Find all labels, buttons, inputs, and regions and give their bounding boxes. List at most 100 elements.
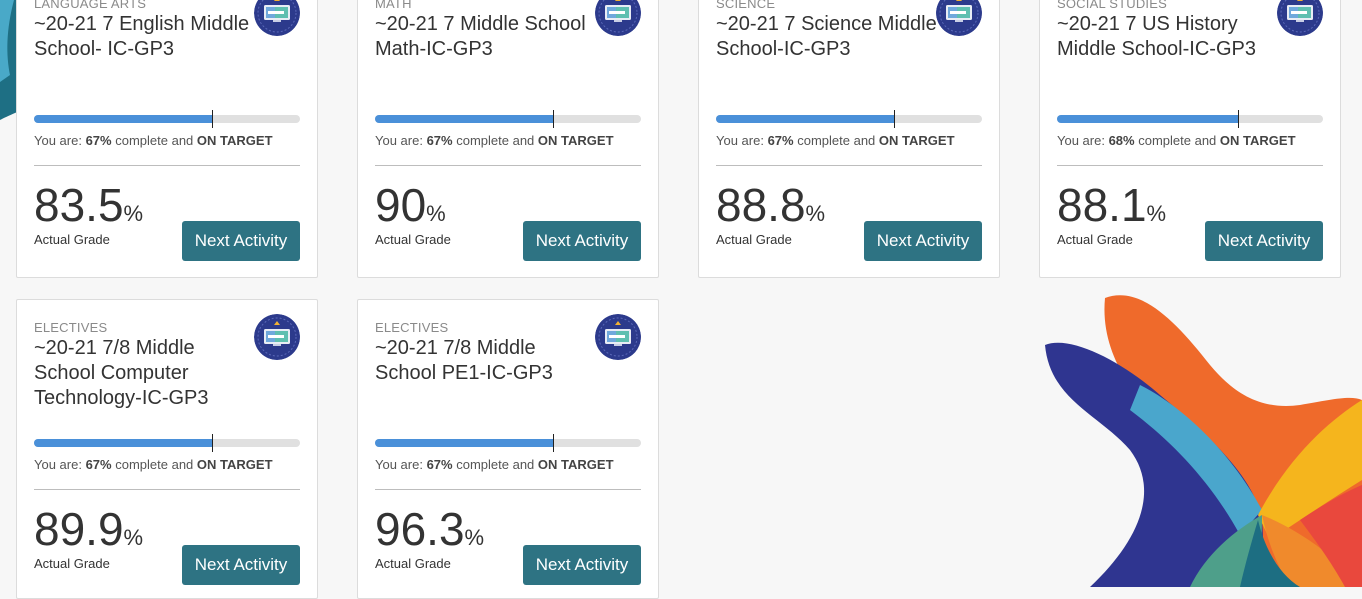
next-activity-button[interactable]: Next Activity bbox=[523, 545, 641, 585]
grade-label: Actual Grade bbox=[34, 232, 110, 247]
course-title[interactable]: ~20-21 7/8 Middle School PE1-IC-GP3 bbox=[375, 337, 553, 384]
status-prefix: You are: bbox=[34, 133, 82, 148]
progress-fill bbox=[34, 115, 213, 123]
course-monitor-icon bbox=[595, 0, 641, 36]
grade-number: 90 bbox=[375, 179, 427, 231]
status-target: ON TARGET bbox=[196, 133, 273, 148]
course-subject: LANGUAGE ARTS bbox=[34, 0, 147, 11]
next-activity-button[interactable]: Next Activity bbox=[182, 545, 300, 585]
status-middle: complete and bbox=[115, 457, 194, 472]
status-middle: complete and bbox=[797, 133, 876, 148]
divider bbox=[375, 489, 641, 490]
course-title[interactable]: ~20-21 7 US History Middle School-IC-GP3 bbox=[1057, 13, 1256, 60]
status-target: ON TARGET bbox=[537, 133, 614, 148]
course-card: ELECTIVES ~20-21 7/8 Middle School PE1-IC… bbox=[357, 299, 659, 599]
grade-value: 88.8% bbox=[716, 182, 825, 237]
progress-status: You are: 67% complete and ON TARGET bbox=[375, 133, 614, 148]
course-subject: ELECTIVES bbox=[34, 320, 108, 335]
grade-percent-sign: % bbox=[1146, 201, 1167, 226]
course-card: MATH ~20-21 7 Middle School Math-IC-GP3 Yo… bbox=[357, 0, 659, 278]
course-subject: MATH bbox=[375, 0, 412, 11]
progress-status: You are: 67% complete and ON TARGET bbox=[375, 457, 614, 472]
progress-bar bbox=[375, 434, 641, 452]
course-card-content: ELECTIVES ~20-21 7/8 Middle School PE1-IC… bbox=[375, 300, 641, 598]
course-card-content: ELECTIVES ~20-21 7/8 Middle School Comput… bbox=[34, 300, 300, 598]
grade-percent-sign: % bbox=[464, 525, 485, 550]
course-card-content: SOCIAL STUDIES ~20-21 7 US History Middle… bbox=[1057, 0, 1323, 277]
progress-status: You are: 67% complete and ON TARGET bbox=[716, 133, 955, 148]
grade-value: 96.3% bbox=[375, 506, 484, 561]
divider bbox=[375, 165, 641, 166]
course-subject: SOCIAL STUDIES bbox=[1057, 0, 1167, 11]
next-activity-button[interactable]: Next Activity bbox=[182, 221, 300, 261]
progress-fill bbox=[716, 115, 895, 123]
status-prefix: You are: bbox=[1057, 133, 1105, 148]
course-monitor-icon bbox=[254, 314, 300, 360]
course-card: LANGUAGE ARTS ~20-21 7 English Middle Sch… bbox=[16, 0, 318, 278]
course-monitor-icon bbox=[254, 0, 300, 36]
course-monitor-icon bbox=[936, 0, 982, 36]
status-target: ON TARGET bbox=[878, 133, 955, 148]
progress-target-marker bbox=[894, 110, 896, 128]
status-percent: 67% bbox=[85, 457, 112, 472]
status-prefix: You are: bbox=[375, 457, 423, 472]
progress-target-marker bbox=[553, 110, 555, 128]
progress-fill bbox=[1057, 115, 1238, 123]
status-percent: 67% bbox=[85, 133, 112, 148]
progress-fill bbox=[375, 439, 554, 447]
next-activity-button[interactable]: Next Activity bbox=[523, 221, 641, 261]
grade-label: Actual Grade bbox=[1057, 232, 1133, 247]
next-activity-button[interactable]: Next Activity bbox=[864, 221, 982, 261]
status-percent: 67% bbox=[426, 133, 453, 148]
next-activity-button[interactable]: Next Activity bbox=[1205, 221, 1323, 261]
grade-number: 88.1 bbox=[1057, 179, 1147, 231]
status-middle: complete and bbox=[456, 457, 535, 472]
status-prefix: You are: bbox=[375, 133, 423, 148]
grade-value: 83.5% bbox=[34, 182, 143, 237]
course-subject: ELECTIVES bbox=[375, 320, 449, 335]
course-card: SCIENCE ~20-21 7 Science Middle School-IC… bbox=[698, 0, 1000, 278]
grade-percent-sign: % bbox=[805, 201, 826, 226]
bottom-right-shapes bbox=[1045, 295, 1362, 587]
divider bbox=[1057, 165, 1323, 166]
course-title[interactable]: ~20-21 7 English Middle School- IC-GP3 bbox=[34, 13, 250, 60]
course-card-content: MATH ~20-21 7 Middle School Math-IC-GP3 Yo… bbox=[375, 0, 641, 277]
grade-label: Actual Grade bbox=[375, 232, 451, 247]
progress-target-marker bbox=[212, 110, 214, 128]
progress-status: You are: 67% complete and ON TARGET bbox=[34, 133, 273, 148]
status-target: ON TARGET bbox=[537, 457, 614, 472]
course-title[interactable]: ~20-21 7 Science Middle School-IC-GP3 bbox=[716, 13, 937, 60]
progress-bar bbox=[34, 110, 300, 128]
grade-label: Actual Grade bbox=[716, 232, 792, 247]
grade-number: 89.9 bbox=[34, 503, 124, 555]
progress-target-marker bbox=[212, 434, 214, 452]
grade-percent-sign: % bbox=[426, 201, 446, 226]
progress-target-marker bbox=[553, 434, 555, 452]
status-middle: complete and bbox=[1138, 133, 1217, 148]
grade-number: 83.5 bbox=[34, 179, 124, 231]
status-percent: 68% bbox=[1108, 133, 1135, 148]
status-percent: 67% bbox=[426, 457, 453, 472]
course-monitor-icon bbox=[1277, 0, 1323, 36]
divider bbox=[716, 165, 982, 166]
course-title[interactable]: ~20-21 7 Middle School Math-IC-GP3 bbox=[375, 13, 586, 60]
progress-bar bbox=[716, 110, 982, 128]
grade-number: 88.8 bbox=[716, 179, 806, 231]
progress-status: You are: 67% complete and ON TARGET bbox=[34, 457, 273, 472]
progress-bar bbox=[1057, 110, 1323, 128]
course-card: SOCIAL STUDIES ~20-21 7 US History Middle… bbox=[1039, 0, 1341, 278]
course-title[interactable]: ~20-21 7/8 Middle School Computer Techno… bbox=[34, 337, 209, 409]
progress-status: You are: 68% complete and ON TARGET bbox=[1057, 133, 1296, 148]
status-prefix: You are: bbox=[716, 133, 764, 148]
grade-value: 89.9% bbox=[34, 506, 143, 561]
progress-bar bbox=[34, 434, 300, 452]
status-target: ON TARGET bbox=[1219, 133, 1296, 148]
course-card-content: SCIENCE ~20-21 7 Science Middle School-IC… bbox=[716, 0, 982, 277]
grade-label: Actual Grade bbox=[34, 556, 110, 571]
progress-fill bbox=[34, 439, 213, 447]
grade-value: 88.1% bbox=[1057, 182, 1166, 237]
status-middle: complete and bbox=[115, 133, 194, 148]
course-monitor-icon bbox=[595, 314, 641, 360]
status-percent: 67% bbox=[767, 133, 794, 148]
grade-value: 90% bbox=[375, 182, 446, 237]
